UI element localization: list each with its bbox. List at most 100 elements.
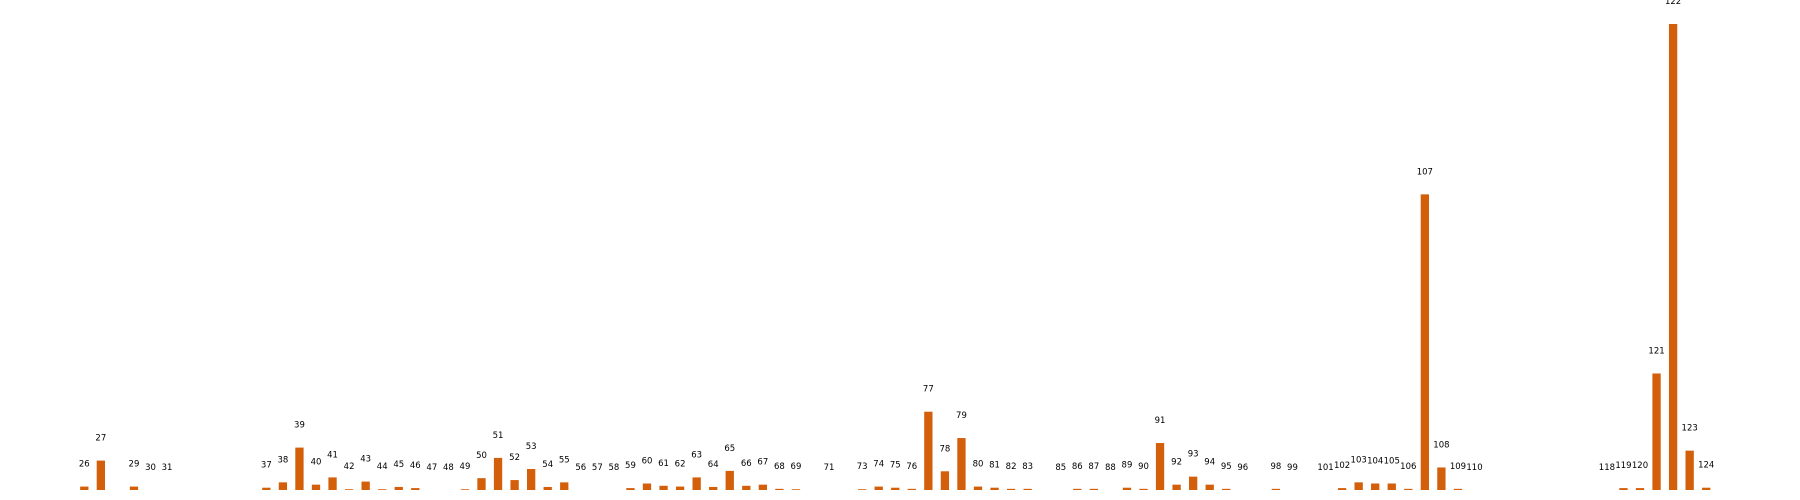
bar-43 [361, 481, 370, 490]
bar-40 [311, 484, 321, 490]
bar-124 [1702, 487, 1711, 490]
bar-label-44: 44 [377, 462, 388, 472]
bar-122 [1668, 24, 1678, 490]
bar-label-86: 86 [1072, 462, 1083, 472]
bar-label-102: 102 [1334, 461, 1350, 471]
bar-label-109: 109 [1450, 462, 1466, 472]
bar-label-57: 57 [592, 463, 603, 473]
bar-102 [1337, 488, 1347, 490]
bar-62 [675, 486, 685, 490]
bar-label-60: 60 [642, 457, 653, 467]
bar-label-54: 54 [542, 460, 553, 470]
bar-label-121: 121 [1648, 347, 1664, 357]
bar-label-73: 73 [857, 462, 868, 472]
bar-63 [692, 477, 701, 490]
bar-94 [1205, 484, 1214, 490]
bar-95 [1222, 488, 1231, 490]
bar-label-78: 78 [939, 444, 950, 454]
bar-41 [328, 477, 337, 490]
bar-label-93: 93 [1188, 450, 1199, 460]
bar-77 [924, 411, 933, 490]
bar-label-96: 96 [1237, 463, 1248, 473]
bar-123 [1685, 450, 1694, 490]
bar-label-31: 31 [162, 463, 173, 473]
bar-label-98: 98 [1270, 462, 1281, 472]
bar-label-66: 66 [741, 459, 752, 469]
bar-label-30: 30 [145, 463, 156, 473]
bar-label-91: 91 [1155, 416, 1166, 426]
bar-label-46: 46 [410, 461, 421, 471]
bar-103 [1354, 482, 1363, 490]
bar-46 [411, 488, 420, 490]
bar-53 [527, 468, 536, 490]
bar-label-27: 27 [95, 434, 106, 444]
bar-label-79: 79 [956, 411, 967, 421]
bar-label-42: 42 [344, 462, 355, 472]
bar-98 [1271, 488, 1281, 490]
bar-66 [742, 485, 751, 490]
bar-label-85: 85 [1055, 463, 1066, 473]
bar-69 [791, 489, 801, 490]
bar-label-56: 56 [575, 463, 586, 473]
bar-92 [1172, 484, 1181, 490]
bar-label-43: 43 [360, 455, 371, 465]
bar-120 [1635, 488, 1645, 490]
bar-93 [1189, 476, 1198, 490]
bar-55 [560, 482, 569, 490]
bar-label-55: 55 [559, 455, 570, 465]
bar-73 [858, 489, 867, 490]
bar-label-74: 74 [873, 460, 884, 470]
bar-label-52: 52 [509, 453, 520, 463]
bar-label-76: 76 [906, 462, 917, 472]
bar-label-95: 95 [1221, 462, 1232, 472]
bar-label-88: 88 [1105, 463, 1116, 473]
bar-91 [1155, 443, 1165, 490]
bar-67 [758, 484, 767, 490]
bar-label-62: 62 [675, 460, 686, 470]
bar-label-41: 41 [327, 450, 338, 460]
bar-label-106: 106 [1400, 462, 1416, 472]
bar-108 [1437, 467, 1446, 490]
bar-49 [460, 489, 470, 490]
bar-27 [96, 460, 105, 490]
bar-label-51: 51 [493, 431, 504, 441]
bar-label-47: 47 [426, 463, 437, 473]
bar-label-71: 71 [824, 463, 835, 473]
bar-label-118: 118 [1599, 463, 1615, 473]
bar-39 [295, 447, 304, 490]
bar-121 [1652, 373, 1661, 490]
bar-106 [1404, 488, 1413, 490]
bar-109 [1453, 488, 1463, 490]
bar-label-37: 37 [261, 461, 272, 471]
bar-label-49: 49 [460, 462, 471, 472]
bar-81 [990, 487, 999, 490]
bar-label-107: 107 [1417, 167, 1433, 177]
bar-label-67: 67 [757, 458, 768, 468]
bar-label-124: 124 [1698, 461, 1714, 471]
bar-51 [493, 457, 503, 490]
bar-label-104: 104 [1367, 457, 1383, 467]
bar-119 [1619, 488, 1628, 490]
bar-90 [1139, 488, 1148, 490]
bar-37 [262, 487, 271, 490]
bar-label-50: 50 [476, 451, 487, 461]
bar-label-94: 94 [1204, 458, 1215, 468]
bar-75 [891, 487, 900, 490]
bar-45 [394, 486, 403, 490]
bar-52 [510, 480, 519, 490]
bar-label-120: 120 [1632, 461, 1648, 471]
bar-label-81: 81 [989, 461, 1000, 471]
bar-label-101: 101 [1317, 463, 1333, 473]
bar-104 [1371, 483, 1380, 490]
bar-80 [973, 486, 983, 490]
bar-label-110: 110 [1466, 463, 1482, 473]
bar-65 [725, 470, 734, 490]
bar-label-108: 108 [1433, 440, 1449, 450]
bar-label-68: 68 [774, 462, 785, 472]
bar-44 [378, 489, 387, 490]
bar-label-59: 59 [625, 461, 636, 471]
bar-87 [1089, 488, 1098, 490]
bar-78 [940, 471, 950, 490]
bar-105 [1387, 483, 1396, 490]
bar-label-82: 82 [1006, 462, 1017, 472]
